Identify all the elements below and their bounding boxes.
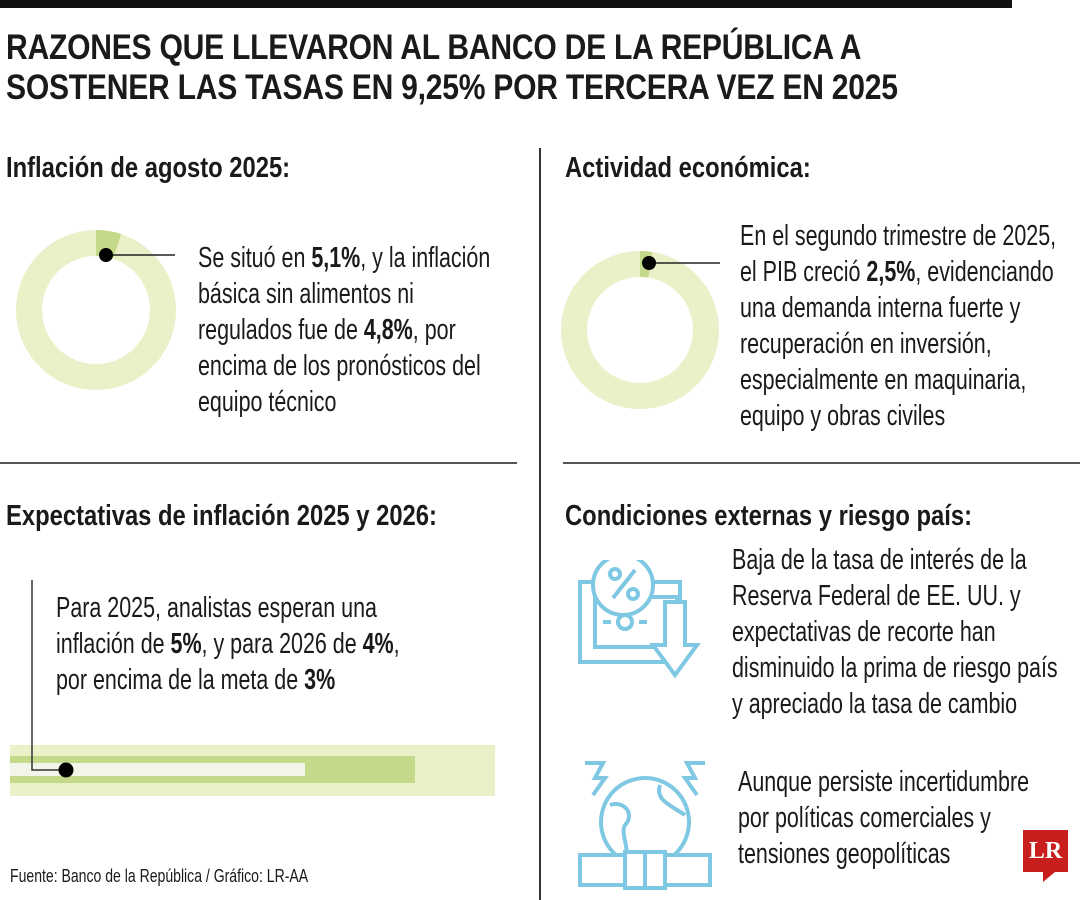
text-line: por encima de la meta de 3% — [56, 662, 400, 698]
highlight-value: 3% — [304, 664, 336, 696]
highlight-value: 4,8% — [363, 314, 413, 346]
text-segment: , por — [412, 314, 456, 346]
donut-track — [16, 230, 176, 390]
callout-dot — [58, 762, 74, 778]
text-line: Aunque persiste incertidumbre — [738, 764, 1029, 800]
heading-expectations: Expectativas de inflación 2025 y 2026: — [6, 500, 437, 532]
text-segment: , y la inflación — [360, 242, 491, 274]
text-line: y apreciado la tasa de cambio — [732, 686, 1058, 722]
text-expectations: Para 2025, analistas esperan una inflació… — [56, 590, 400, 698]
text-line: regulados fue de 4,8%, por — [198, 312, 490, 348]
globe-tension-icon — [578, 761, 712, 890]
callout-dot — [99, 248, 113, 262]
text-segment: especialmente en maquinaria, — [740, 364, 1027, 396]
lr-logo: LR — [1023, 830, 1068, 882]
text-segment: recuperación en inversión, — [740, 328, 992, 360]
text-segment: equipo y obras civiles — [740, 400, 946, 432]
callout-line — [31, 580, 66, 771]
row-divider-left — [0, 462, 517, 464]
text-segment: por políticas comerciales y — [738, 802, 991, 834]
text-segment: inflación de — [56, 628, 171, 660]
page-title: RAZONES QUE LLEVARON AL BANCO DE LA REPÚ… — [6, 28, 898, 108]
text-line: especialmente en maquinaria, — [740, 362, 1056, 398]
text-line: una demanda interna fuerte y — [740, 290, 1056, 326]
text-segment: expectativas de recorte han — [732, 616, 996, 648]
text-line: Baja de la tasa de interés de la — [732, 542, 1058, 578]
text-line: encima de los pronósticos del — [198, 348, 490, 384]
heading-activity: Actividad económica: — [565, 152, 811, 184]
text-line: equipo técnico — [198, 384, 490, 420]
donut-activity — [561, 251, 720, 409]
text-segment: Reserva Federal de EE. UU. y — [732, 580, 1021, 612]
title-line: RAZONES QUE LLEVARON AL BANCO DE LA REPÚ… — [6, 28, 862, 67]
text-segment: tensiones geopolíticas — [738, 838, 951, 870]
text-segment: , y para 2026 de — [201, 628, 363, 660]
text-segment: Baja de la tasa de interés de la — [732, 544, 1027, 576]
heading-inflation: Inflación de agosto 2025: — [6, 152, 291, 184]
text-segment: una demanda interna fuerte y — [740, 292, 1021, 324]
text-external-1: Baja de la tasa de interés de la Reserva … — [732, 542, 1058, 722]
text-line: disminuido la prima de riesgo país — [732, 650, 1058, 686]
text-segment: disminuido la prima de riesgo país — [732, 652, 1058, 684]
row-divider-right — [563, 462, 1080, 464]
text-line: equipo y obras civiles — [740, 398, 1056, 434]
text-line: por políticas comerciales y — [738, 800, 1029, 836]
bar-expectations — [10, 580, 495, 796]
top-bar — [0, 0, 1012, 8]
text-inflation: Se situó en 5,1%, y la inflación básica s… — [198, 240, 490, 420]
text-segment: y apreciado la tasa de cambio — [732, 688, 1018, 720]
text-line: expectativas de recorte han — [732, 614, 1058, 650]
donut-track — [561, 251, 719, 409]
text-line: En el segundo trimestre de 2025, — [740, 218, 1056, 254]
text-line: básica sin alimentos ni — [198, 276, 490, 312]
text-line: inflación de 5%, y para 2026 de 4%, — [56, 626, 400, 662]
text-segment: Se situó en — [198, 242, 312, 274]
text-segment: Para 2025, analistas esperan una — [56, 592, 377, 624]
text-external-2: Aunque persiste incertidumbre por polític… — [738, 764, 1029, 872]
text-segment: equipo técnico — [198, 386, 337, 418]
text-line: Para 2025, analistas esperan una — [56, 590, 400, 626]
text-segment: regulados fue de — [198, 314, 364, 346]
bar-meta — [10, 763, 305, 776]
text-segment: encima de los pronósticos del — [198, 350, 481, 382]
heading-external: Condiciones externas y riesgo país: — [565, 500, 973, 532]
text-segment: por encima de la meta de — [56, 664, 305, 696]
column-divider — [539, 148, 541, 900]
text-line: recuperación en inversión, — [740, 326, 1056, 362]
percent-rate-down-icon — [578, 560, 701, 679]
text-line: Reserva Federal de EE. UU. y — [732, 578, 1058, 614]
text-segment: , evidenciando — [915, 256, 1054, 288]
donut-segment — [16, 230, 176, 390]
text-line: tensiones geopolíticas — [738, 836, 1029, 872]
text-line: el PIB creció 2,5%, evidenciando — [740, 254, 1056, 290]
text-segment: En el segundo trimestre de 2025, — [740, 220, 1057, 252]
text-segment: básica sin alimentos ni — [198, 278, 414, 310]
text-segment: Aunque persiste incertidumbre — [738, 766, 1030, 798]
text-activity: En el segundo trimestre de 2025, el PIB c… — [740, 218, 1056, 434]
text-segment: , — [393, 628, 400, 660]
text-segment: el PIB creció — [740, 256, 867, 288]
highlight-value: 5% — [170, 628, 202, 660]
text-line: Se situó en 5,1%, y la inflación — [198, 240, 490, 276]
callout-dot — [642, 256, 656, 270]
title-line: SOSTENER LAS TASAS EN 9,25% POR TERCERA … — [6, 68, 898, 107]
highlight-value: 2,5% — [866, 256, 916, 288]
donut-inflation — [16, 230, 176, 390]
highlight-value: 5,1% — [311, 242, 361, 274]
source-note: Fuente: Banco de la República / Gráfico:… — [10, 866, 309, 886]
highlight-value: 4% — [362, 628, 394, 660]
donut-segment — [561, 251, 719, 409]
